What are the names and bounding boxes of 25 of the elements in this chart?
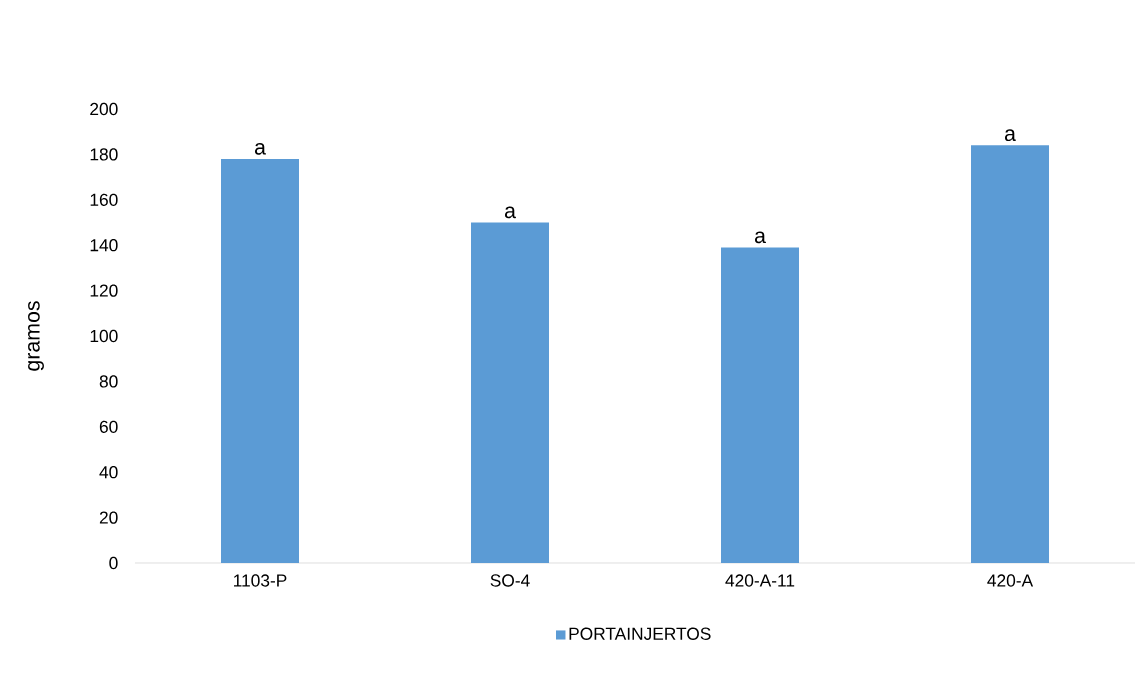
y-tick-label: 60: [99, 420, 118, 433]
y-tick-label: 80: [99, 375, 118, 388]
x-tick-label: 1103-P: [234, 574, 287, 587]
y-tick-label: 200: [90, 102, 118, 116]
bar: [721, 247, 800, 563]
y-tick-label: 100: [90, 329, 118, 343]
y-tick-label: 40: [99, 466, 118, 479]
x-tick-label: 420-A-11: [725, 574, 795, 587]
bar: [971, 145, 1050, 563]
annotation: a: [504, 206, 516, 219]
y-tick-label: 120: [90, 284, 118, 297]
y-tick-label: 0: [109, 556, 118, 570]
y-tick-label: 20: [99, 511, 118, 524]
x-tick-label: SO-4: [490, 574, 530, 587]
bar: [471, 222, 549, 563]
y-tick-label: 160: [90, 193, 118, 206]
annotation: a: [1004, 129, 1016, 142]
y-axis-title: gramos: [28, 301, 44, 371]
annotation: a: [254, 142, 266, 155]
legend-label: PORTAINJERTOS: [569, 627, 711, 640]
y-tick-label: 140: [90, 239, 118, 252]
x-tick-label: 420-A: [987, 574, 1034, 587]
annotation: a: [754, 231, 766, 244]
y-tick-label: 180: [90, 148, 118, 161]
bar: [221, 158, 299, 563]
